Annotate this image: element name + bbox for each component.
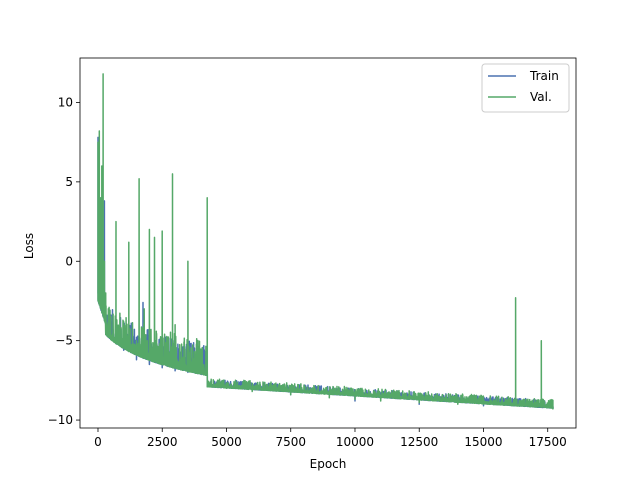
x-tick-label: 2500: [147, 435, 178, 449]
legend: Train Val.: [481, 63, 570, 113]
y-tick-label: −10: [48, 413, 73, 427]
x-tick-label: 17500: [529, 435, 567, 449]
x-tick-label: 0: [94, 435, 102, 449]
plot-area: [97, 73, 554, 410]
series-line-val: [97, 73, 554, 410]
x-tick-label: 12500: [400, 435, 438, 449]
x-tick-label: 10000: [336, 435, 374, 449]
legend-label-val: Val.: [530, 90, 552, 104]
x-axis-label: Epoch: [310, 457, 347, 471]
y-axis-label: Loss: [22, 233, 36, 259]
y-tick-label: 5: [65, 175, 73, 189]
y-tick-label: 10: [58, 95, 73, 109]
axes-frame: [79, 57, 577, 429]
axes: 0 2500 5000 7500 10000 12500 15000 17500 −10 −5 0 5…: [48, 57, 577, 449]
y-tick-label: −5: [55, 334, 73, 348]
legend-label-train: Train: [529, 69, 559, 83]
y-tick-label: 0: [65, 254, 73, 268]
x-tick-label: 7500: [275, 435, 306, 449]
x-tick-label: 15000: [464, 435, 502, 449]
x-tick-label: 5000: [211, 435, 242, 449]
